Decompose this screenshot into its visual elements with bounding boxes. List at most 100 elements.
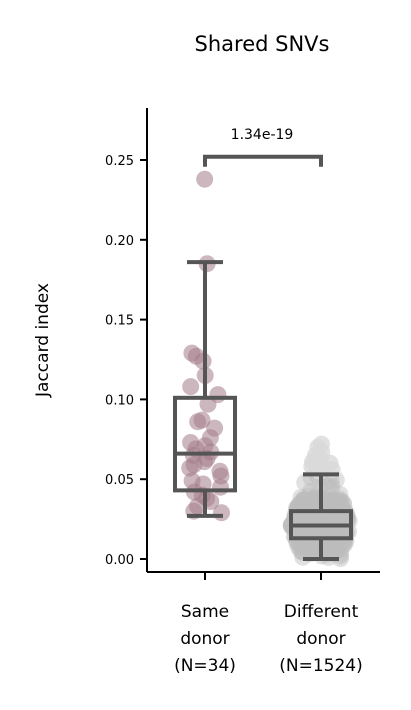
- data-point: [310, 510, 328, 528]
- data-point: [315, 519, 333, 536]
- data-point: [321, 492, 339, 510]
- data-point: [332, 492, 350, 510]
- data-point: [303, 493, 321, 510]
- category-label: Different: [284, 602, 359, 622]
- data-point: [292, 542, 309, 560]
- data-point: [298, 523, 316, 541]
- data-point: [293, 543, 311, 561]
- data-point: [326, 541, 344, 559]
- data-point: [294, 544, 312, 561]
- data-point: [294, 496, 312, 514]
- data-point: [323, 478, 341, 496]
- data-point: [331, 550, 349, 568]
- data-point: [189, 413, 207, 431]
- data-point: [212, 478, 229, 496]
- data-point: [335, 510, 353, 528]
- data-point: [297, 537, 315, 554]
- x-axis: [147, 571, 380, 580]
- y-tick-label: 0.05: [105, 473, 134, 488]
- data-point: [326, 537, 344, 555]
- chart-title: Shared SNVs: [195, 32, 330, 56]
- data-point: [213, 504, 230, 522]
- data-point: [303, 538, 321, 556]
- data-point: [330, 493, 347, 511]
- data-point: [328, 538, 346, 556]
- data-point: [306, 489, 324, 507]
- data-point: [321, 541, 339, 559]
- data-point: [305, 539, 323, 557]
- data-point: [291, 536, 309, 554]
- data-point: [332, 540, 350, 558]
- data-point: [293, 493, 311, 511]
- category-label: Same: [181, 602, 229, 622]
- data-point: [322, 480, 340, 498]
- data-point: [335, 509, 353, 527]
- data-point: [324, 541, 342, 559]
- data-point: [289, 500, 307, 518]
- data-point: [325, 494, 343, 512]
- data-point: [322, 542, 340, 560]
- data-point: [335, 536, 353, 554]
- data-point: [293, 495, 311, 513]
- data-point: [296, 539, 314, 557]
- y-axis-label: Jaccard index: [33, 283, 53, 398]
- data-point: [302, 537, 320, 555]
- data-point: [297, 495, 315, 513]
- data-point: [299, 539, 317, 557]
- data-point: [304, 509, 322, 527]
- data-point: [318, 539, 336, 556]
- data-point: [303, 510, 321, 528]
- data-point: [182, 378, 200, 396]
- category-labels: Same donor (N=34) Different donor (N=1524): [174, 602, 363, 676]
- data-point: [321, 492, 339, 510]
- data-point: [333, 508, 351, 526]
- data-point: [289, 509, 307, 527]
- data-point: [289, 538, 307, 556]
- data-point: [327, 542, 344, 559]
- p-value-label: 1.34e-19: [231, 127, 294, 143]
- box-plot: [173, 260, 237, 518]
- data-points: [181, 170, 358, 568]
- box-plot: [289, 472, 353, 561]
- y-tick-label: 0.25: [105, 154, 134, 169]
- data-point: [331, 485, 349, 503]
- data-point: [325, 537, 343, 554]
- data-point: [324, 493, 341, 511]
- data-point: [303, 494, 321, 512]
- data-point: [324, 537, 342, 555]
- data-point: [329, 493, 347, 511]
- data-point: [181, 459, 199, 477]
- data-point: [292, 488, 310, 506]
- data-point: [302, 539, 320, 556]
- category-label: donor: [296, 629, 345, 649]
- data-point: [299, 537, 317, 554]
- data-point: [301, 496, 319, 514]
- data-point: [296, 494, 314, 512]
- data-point: [311, 519, 329, 537]
- data-point: [295, 491, 313, 509]
- data-point: [295, 496, 313, 514]
- y-tick-label: 0.10: [105, 393, 134, 408]
- data-point: [319, 510, 337, 528]
- data-point: [296, 538, 314, 555]
- data-point: [329, 510, 347, 527]
- data-point: [319, 491, 337, 509]
- category-label: (N=34): [174, 656, 236, 676]
- data-point: [325, 494, 343, 512]
- data-point: [299, 510, 316, 528]
- data-point: [304, 542, 322, 560]
- data-point: [311, 509, 329, 527]
- data-point: [294, 538, 312, 555]
- data-point: [297, 508, 315, 526]
- data-point: [293, 531, 311, 549]
- data-point: [304, 508, 322, 526]
- data-point: [331, 490, 349, 508]
- y-axis: 0.00 0.05 0.10 0.15 0.20 0.25: [105, 108, 148, 572]
- data-point: [328, 492, 346, 510]
- data-point: [327, 541, 345, 559]
- iqr-box: [173, 395, 237, 493]
- data-point: [306, 495, 324, 513]
- data-point: [320, 487, 338, 505]
- data-point: [323, 541, 341, 559]
- data-point: [323, 492, 341, 510]
